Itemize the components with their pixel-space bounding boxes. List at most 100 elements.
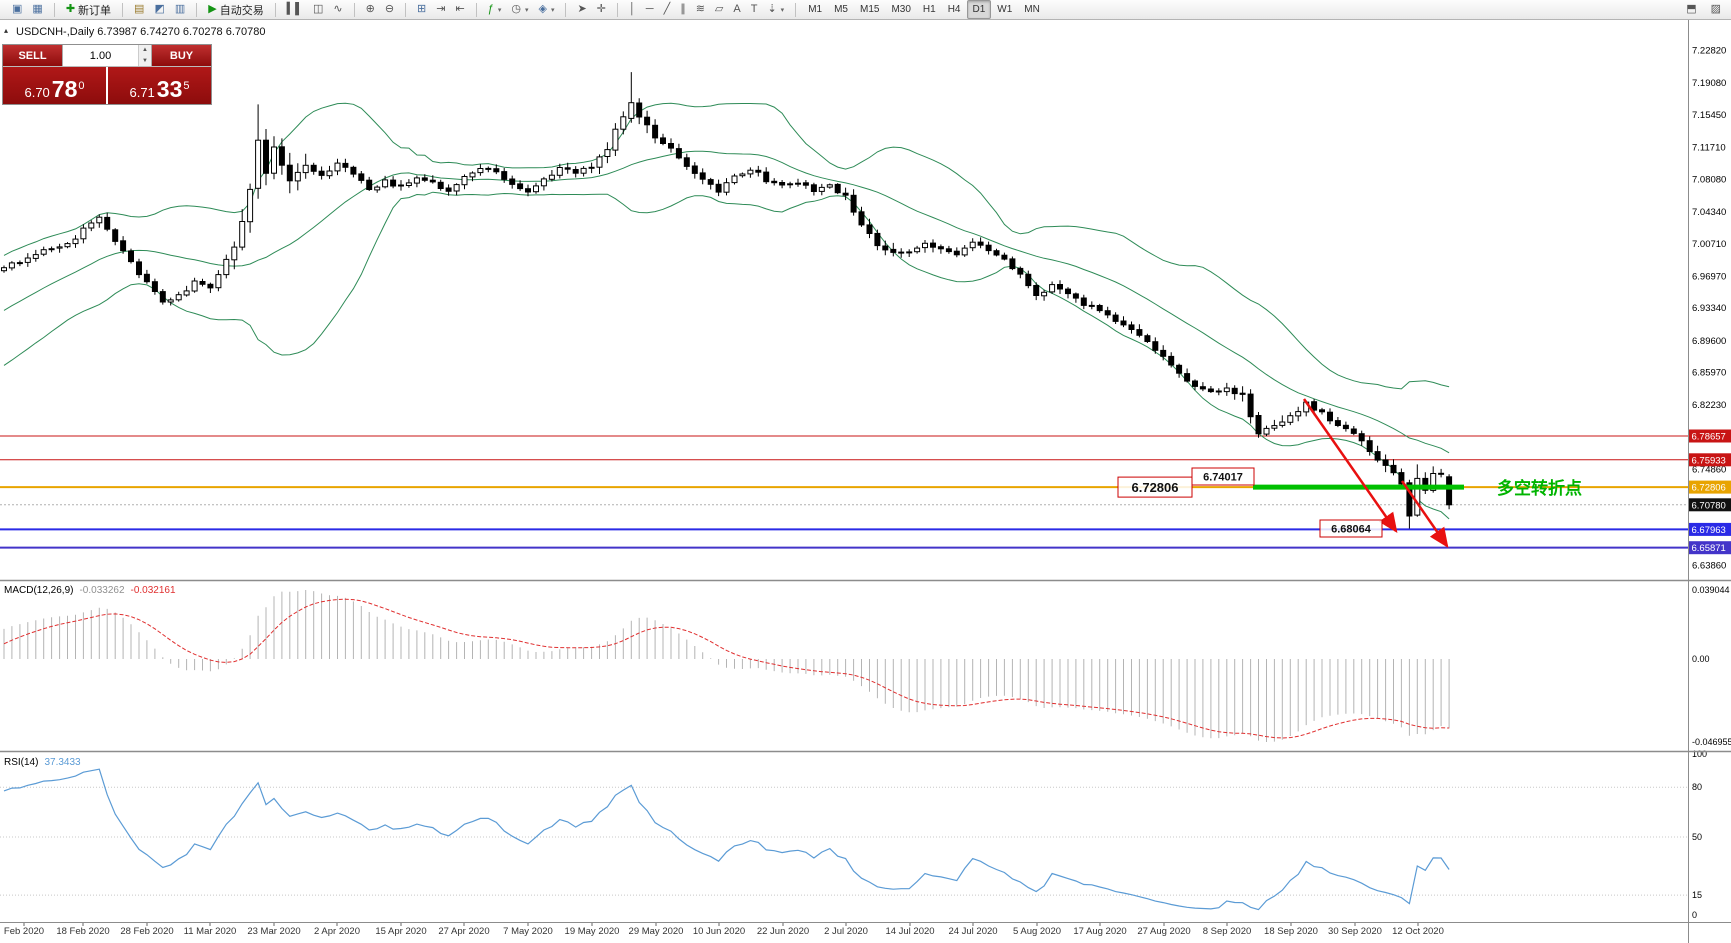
tf-w1-button[interactable]: W1 xyxy=(991,0,1018,19)
tile-windows-button[interactable]: ⊞ xyxy=(412,0,431,19)
candle xyxy=(1120,320,1127,326)
price-label-box[interactable] xyxy=(1319,519,1383,538)
candle xyxy=(1033,285,1040,296)
candle xyxy=(278,146,285,166)
candle xyxy=(707,179,714,185)
tf-h1-label: H1 xyxy=(922,4,936,15)
tf-h4-button[interactable]: H4 xyxy=(942,0,967,19)
price-label-box[interactable] xyxy=(1191,467,1255,486)
shapes-button[interactable]: ▱ xyxy=(710,0,728,19)
new-order-button[interactable]: ✚ 新订单 xyxy=(61,0,116,19)
candle xyxy=(1239,392,1246,395)
tf-m1-button[interactable]: M1 xyxy=(802,0,828,19)
horizontal-line-button[interactable]: ─ xyxy=(641,0,659,19)
down-arrow[interactable] xyxy=(1302,398,1398,534)
autotrading-button[interactable]: ▶ 自动交易 xyxy=(203,0,268,19)
profiles-button[interactable]: ▦ xyxy=(27,0,47,19)
time-axis[interactable]: Feb 2020 18 Feb 2020 28 Feb 2020 11 Mar 202… xyxy=(4,922,1444,937)
toolbar-options-button[interactable]: ▨ xyxy=(1706,0,1726,19)
market-watch-button[interactable]: ▤ xyxy=(129,0,149,19)
candles-layer xyxy=(1,72,1453,529)
candle xyxy=(787,183,794,186)
buy-price-display[interactable]: 6.71 33 5 xyxy=(108,67,211,104)
macd-panel[interactable]: MACD(12,26,9) -0.033262 -0.032161 xyxy=(3,585,1450,742)
time-axis-label: 27 Apr 2020 xyxy=(438,926,489,937)
terminal-button[interactable]: ▥ xyxy=(170,0,190,19)
tf-m30-button[interactable]: M30 xyxy=(885,0,916,19)
candle xyxy=(699,172,706,180)
toolbar-options-icon: ▨ xyxy=(1710,3,1721,15)
zoom-out-button[interactable]: ⊖ xyxy=(380,0,399,19)
rsi-panel[interactable]: RSI(14) 37.3433 xyxy=(0,757,1688,911)
tf-m5-button[interactable]: M5 xyxy=(828,0,854,19)
navigator-button[interactable]: ◩ xyxy=(149,0,169,19)
vertical-line-button[interactable]: │ xyxy=(624,0,641,19)
time-axis-label: 8 Sep 2020 xyxy=(1203,926,1252,937)
new-chart-button[interactable]: ▣ xyxy=(7,0,27,19)
time-axis-label: 17 Aug 2020 xyxy=(1073,926,1126,937)
candle xyxy=(1358,433,1365,442)
tf-mn-button[interactable]: MN xyxy=(1018,0,1046,19)
text-button[interactable]: A xyxy=(728,0,745,19)
fibonacci-button[interactable]: ≋ xyxy=(691,0,710,19)
candle xyxy=(588,166,595,169)
crosshair-button[interactable]: ✛ xyxy=(592,0,611,19)
chart-symbol-title: USDCNH-,Daily 6.73987 6.74270 6.70278 6.… xyxy=(16,26,266,38)
candle xyxy=(151,281,158,293)
candle xyxy=(834,183,841,194)
line-chart-button[interactable]: ∿ xyxy=(328,0,347,19)
down-arrow[interactable] xyxy=(1400,480,1449,549)
rsi-label: RSI(14) 37.3433 xyxy=(4,757,81,768)
volume-down-icon[interactable]: ▼ xyxy=(139,55,151,66)
candle xyxy=(652,124,659,139)
volume-up-icon[interactable]: ▲ xyxy=(139,45,151,56)
candle xyxy=(1057,284,1063,290)
candle xyxy=(286,164,293,182)
indicators-button[interactable]: ƒ ▾ xyxy=(483,0,507,19)
price-scale-label: 7.19080 xyxy=(1692,78,1726,89)
toolbar-separator xyxy=(616,2,618,17)
bollinger-upper-band xyxy=(3,102,1450,390)
tf-d1-button[interactable]: D1 xyxy=(966,0,992,19)
chart-shift-icon: ⇤ xyxy=(455,3,465,15)
candle xyxy=(40,249,47,255)
volume-input[interactable] xyxy=(63,45,138,66)
tf-m15-button[interactable]: M15 xyxy=(854,0,885,19)
trendline-button[interactable]: ╱ xyxy=(659,0,676,19)
auto-scroll-button[interactable]: ⇥ xyxy=(431,0,450,19)
candle xyxy=(1247,393,1254,418)
text-label-button[interactable]: T xyxy=(746,0,763,19)
candle xyxy=(795,182,801,185)
arrows-button[interactable]: ⇣ ▾ xyxy=(762,0,789,19)
zoom-in-button[interactable]: ⊕ xyxy=(361,0,380,19)
equidistant-channel-button[interactable]: ∥ xyxy=(675,0,691,19)
sell-price-big: 78 xyxy=(51,76,78,102)
cursor-button[interactable]: ➤ xyxy=(572,0,591,19)
dock-indicator-button[interactable]: ⬒ xyxy=(1681,0,1701,19)
horizontal-level-lines[interactable] xyxy=(0,435,1688,549)
candle xyxy=(1382,459,1389,466)
dock-indicator-icon: ⬒ xyxy=(1686,3,1697,15)
sell-price-display[interactable]: 6.70 78 0 xyxy=(3,67,106,104)
candle xyxy=(723,182,730,193)
chart-shift-button[interactable]: ⇤ xyxy=(450,0,469,19)
candle xyxy=(453,184,460,192)
buy-button[interactable]: BUY xyxy=(152,45,211,66)
sell-button[interactable]: SELL xyxy=(3,45,62,66)
zoom-in-icon: ⊕ xyxy=(365,3,375,15)
candle xyxy=(1342,424,1349,430)
price-label-box[interactable] xyxy=(1117,476,1193,498)
candle xyxy=(1271,425,1278,429)
templates-button[interactable]: ◈ ▾ xyxy=(533,0,559,19)
candle xyxy=(668,143,674,149)
price-scale-label: 6.74860 xyxy=(1692,465,1726,476)
price-scale-label: 6.63860 xyxy=(1692,561,1726,572)
periods-button[interactable]: ◷ ▾ xyxy=(506,0,533,19)
bar-chart-button[interactable]: ▍▌ xyxy=(282,0,308,19)
price-scale-axis[interactable]: 7.22820 7.19080 7.15450 7.11710 7.08080 7.043… xyxy=(1689,46,1731,920)
one-click-toggle-icon[interactable]: ▴ xyxy=(4,26,9,35)
toolbar-group-charts: ▣ ▦ xyxy=(3,0,52,19)
tf-h1-button[interactable]: H1 xyxy=(917,0,942,19)
candlestick-chart-button[interactable]: ◫ xyxy=(308,0,328,19)
